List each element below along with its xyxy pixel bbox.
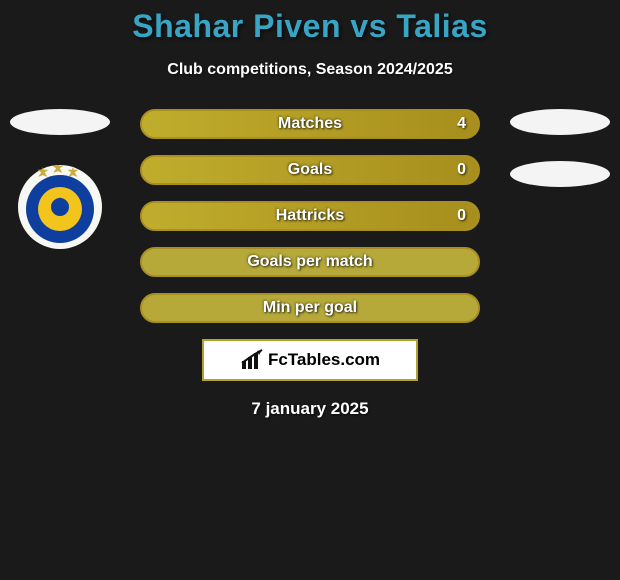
player-right-avatar-placeholder <box>510 109 610 135</box>
stat-bar: Matches 4 <box>140 109 480 139</box>
stat-bars: Matches 4 Goals 0 Hattricks 0 Goals per match M… <box>140 109 480 323</box>
stat-bar-label: Hattricks <box>276 207 344 225</box>
player-left-column <box>10 109 110 249</box>
stat-bar-value-right: 0 <box>457 207 466 225</box>
stat-bar-value-right: 4 <box>457 115 466 133</box>
stat-bar-label: Goals per match <box>247 253 372 271</box>
stat-bar: Goals 0 <box>140 155 480 185</box>
comparison-title: Shahar Piven vs Talias <box>0 0 620 45</box>
chart-icon <box>240 349 266 371</box>
stat-bar-label: Matches <box>278 115 342 133</box>
stat-bar-label: Goals <box>288 161 332 179</box>
stats-area: Matches 4 Goals 0 Hattricks 0 Goals per match M… <box>0 109 620 323</box>
brand-text: FcTables.com <box>268 350 380 370</box>
club-crest-icon <box>18 165 102 249</box>
stat-bar-label: Min per goal <box>263 299 357 317</box>
player-right-column <box>510 109 610 207</box>
stat-bar-value-right: 0 <box>457 161 466 179</box>
brand-watermark: FcTables.com <box>202 339 418 381</box>
player-left-avatar-placeholder <box>10 109 110 135</box>
stat-bar: Goals per match <box>140 247 480 277</box>
comparison-subtitle: Club competitions, Season 2024/2025 <box>0 61 620 79</box>
snapshot-date: 7 january 2025 <box>0 399 620 419</box>
stat-bar: Min per goal <box>140 293 480 323</box>
player-left-club-badge <box>18 165 102 249</box>
player-right-club-placeholder <box>510 161 610 187</box>
stat-bar: Hattricks 0 <box>140 201 480 231</box>
